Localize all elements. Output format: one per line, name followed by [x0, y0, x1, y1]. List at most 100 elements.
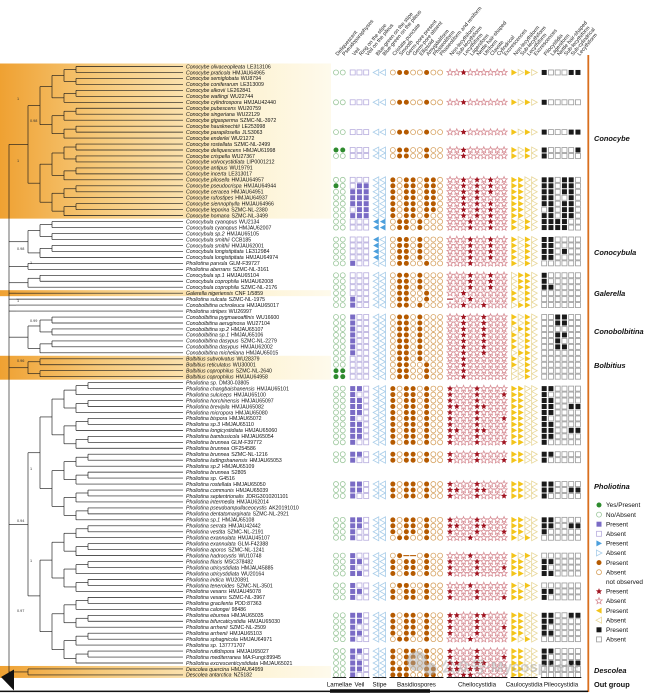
matrix-cell	[453, 611, 460, 618]
matrix-cell	[372, 557, 380, 566]
matrix-cell	[339, 290, 346, 297]
matrix-cell	[410, 69, 417, 76]
matrix-cell	[452, 294, 461, 303]
matrix-cell	[350, 392, 356, 398]
matrix-cell	[417, 254, 423, 260]
matrix-cell	[499, 533, 509, 542]
matrix-cell	[363, 183, 369, 189]
node-support-value: 1	[17, 97, 19, 101]
matrix-cell	[430, 564, 437, 571]
matrix-cell	[423, 284, 430, 291]
matrix-cell	[356, 457, 363, 464]
matrix-cell	[500, 564, 508, 571]
matrix-cell	[568, 427, 574, 433]
matrix-cell	[459, 521, 468, 530]
matrix-cell	[390, 588, 396, 594]
matrix-cell	[511, 290, 517, 297]
matrix-cell	[350, 571, 356, 577]
matrix-cell	[430, 493, 437, 499]
matrix-cell	[333, 439, 339, 446]
matrix-cell	[379, 522, 386, 530]
matrix-cell	[472, 288, 482, 297]
matrix-cell	[561, 320, 567, 326]
matrix-cell	[466, 563, 475, 572]
matrix-cell	[493, 664, 502, 673]
matrix-cell	[379, 301, 386, 309]
matrix-cell	[339, 260, 346, 267]
matrix-cell	[459, 420, 468, 428]
matrix-cell	[430, 516, 437, 523]
matrix-cell	[524, 617, 532, 625]
matrix-cell	[575, 224, 581, 231]
matrix-cell	[561, 183, 567, 189]
matrix-cell	[349, 147, 356, 153]
matrix-cell	[363, 349, 370, 356]
matrix-cell	[466, 390, 475, 399]
matrix-cell	[445, 318, 455, 327]
matrix-cell	[472, 670, 482, 679]
matrix-cell	[486, 259, 495, 267]
matrix-cell	[363, 99, 370, 106]
matrix-cell	[466, 211, 475, 220]
matrix-cell	[511, 99, 517, 106]
matrix-cell	[339, 594, 346, 601]
matrix-cell	[339, 552, 346, 559]
matrix-cell	[459, 485, 468, 494]
matrix-cell	[452, 437, 461, 446]
matrix-cell	[541, 594, 547, 600]
matrix-cell	[430, 349, 437, 356]
matrix-cell	[524, 492, 532, 500]
matrix-cell	[437, 248, 444, 255]
matrix-cell	[437, 427, 444, 434]
matrix-cell	[410, 451, 416, 457]
matrix-cell	[524, 248, 531, 255]
matrix-cell	[499, 396, 509, 405]
matrix-cell	[499, 581, 509, 589]
matrix-cell	[524, 69, 531, 76]
matrix-cell	[493, 515, 502, 524]
matrix-cell	[541, 248, 547, 254]
matrix-cell	[424, 624, 430, 630]
matrix-cell	[339, 248, 346, 255]
matrix-cell	[486, 646, 495, 655]
matrix-cell	[445, 199, 455, 208]
matrix-cell	[479, 652, 488, 661]
matrix-cell	[479, 664, 488, 673]
matrix-cell	[524, 296, 531, 303]
matrix-cell	[410, 326, 417, 332]
matrix-cell	[356, 672, 363, 678]
matrix-cell	[379, 390, 386, 399]
matrix-cell	[452, 97, 461, 106]
matrix-cell	[493, 276, 502, 285]
matrix-cell	[430, 254, 437, 261]
matrix-cell	[339, 302, 346, 309]
matrix-cell	[446, 492, 454, 499]
matrix-cell	[423, 242, 430, 249]
matrix-cell	[531, 671, 539, 679]
matrix-cell	[453, 665, 460, 672]
matrix-cell	[379, 343, 386, 351]
matrix-cell	[517, 289, 525, 297]
matrix-cell	[390, 666, 396, 672]
matrix-cell	[561, 302, 568, 309]
matrix-cell	[472, 318, 482, 327]
watermark-text: 公众号·Mycosphere	[441, 658, 579, 676]
matrix-cell	[446, 456, 454, 463]
matrix-cell	[467, 295, 474, 302]
matrix-cell	[575, 481, 581, 487]
matrix-cell	[479, 563, 488, 572]
matrix-cell	[531, 384, 539, 393]
matrix-cell	[479, 527, 488, 536]
matrix-cell	[541, 296, 548, 303]
matrix-cell	[561, 570, 568, 577]
matrix-cell	[403, 69, 409, 75]
matrix-cell	[430, 522, 437, 529]
matrix-cell	[333, 457, 339, 464]
matrix-cell	[500, 415, 508, 422]
matrix-cell	[372, 355, 380, 363]
node-support-value: 1	[30, 467, 32, 471]
matrix-cell	[437, 373, 444, 380]
matrix-cell	[493, 652, 502, 661]
matrix-cell	[417, 242, 423, 248]
matrix-cell	[493, 187, 502, 196]
